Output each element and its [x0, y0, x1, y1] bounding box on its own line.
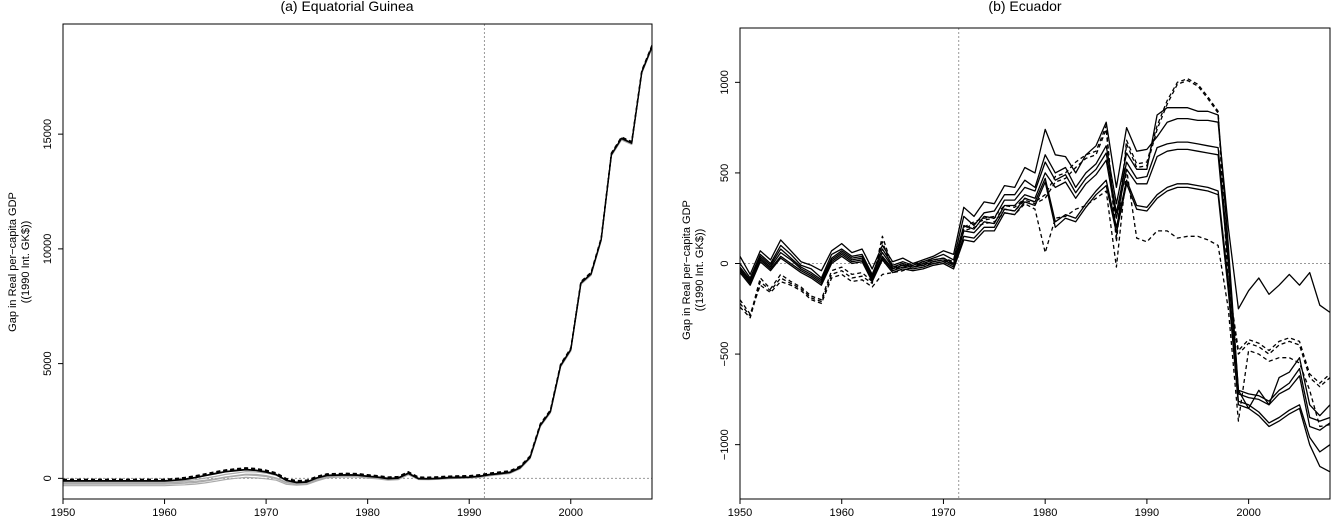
series-line — [63, 47, 653, 487]
y-axis-label-unit: ((1990 Int. GK$)) — [694, 229, 706, 312]
y-tick-label: 0 — [719, 260, 731, 266]
y-tick-label: 5000 — [42, 351, 54, 375]
x-tick-label: 2000 — [1236, 507, 1260, 519]
y-tick-label: −1000 — [719, 429, 731, 460]
x-tick-label: 1950 — [728, 507, 752, 519]
series-line — [63, 45, 653, 483]
y-tick-label: 15000 — [42, 119, 54, 150]
x-tick-label: 1990 — [1135, 507, 1159, 519]
x-tick-label: 1970 — [254, 507, 278, 519]
y-tick-label: 1000 — [719, 70, 731, 94]
y-axis: 0 5000 10000 15000 — [42, 119, 63, 481]
y-axis: −1000 −500 0 500 1000 — [719, 70, 740, 460]
x-tick-label: 1960 — [152, 507, 176, 519]
x-tick-label: 1960 — [829, 507, 853, 519]
y-axis-label-unit: ((1990 Int. GK$)) — [20, 221, 32, 304]
y-tick-label: 500 — [719, 164, 731, 182]
chart-title: (b) Ecuador — [988, 0, 1061, 14]
x-tick-label: 2000 — [559, 507, 583, 519]
series-line — [63, 46, 653, 484]
series-line — [739, 78, 1331, 384]
plot-frame — [62, 23, 653, 500]
series-line — [739, 181, 1331, 473]
series-line — [63, 46, 653, 483]
chart-title: (a) Equatorial Guinea — [280, 0, 413, 14]
x-axis: 1950 1960 1970 1980 1990 2000 — [51, 499, 583, 519]
plot-frame — [739, 27, 1331, 500]
y-tick-label: 0 — [42, 475, 54, 481]
panel-equatorial-guinea: (a) Equatorial Guinea Gap in Real per−ca… — [7, 0, 653, 519]
series-line — [739, 117, 1331, 313]
series-line — [739, 107, 1331, 417]
series-line — [63, 45, 653, 482]
series-line — [739, 177, 1331, 453]
y-axis-label: Gap in Real per−capita GDP — [681, 200, 693, 340]
series-line — [739, 79, 1331, 388]
series-group — [63, 44, 653, 487]
x-tick-label: 1980 — [355, 507, 379, 519]
x-tick-label: 1990 — [457, 507, 481, 519]
x-axis: 1950 1960 1970 1980 1990 2000 — [728, 499, 1261, 519]
y-tick-label: −500 — [719, 342, 731, 367]
y-tick-label: 10000 — [42, 234, 54, 265]
series-line — [63, 44, 653, 482]
series-line — [63, 47, 653, 485]
y-axis-label: Gap in Real per−capita GDP — [7, 192, 19, 332]
series-line — [63, 46, 653, 484]
series-group — [739, 78, 1331, 473]
x-tick-label: 1970 — [931, 507, 955, 519]
panel-ecuador: (b) Ecuador Gap in Real per−capita GDP (… — [681, 0, 1331, 519]
reference-lines — [63, 24, 652, 499]
reference-lines — [740, 28, 1330, 499]
x-tick-label: 1980 — [1033, 507, 1057, 519]
x-tick-label: 1950 — [51, 507, 75, 519]
series-line — [63, 46, 653, 485]
series-line — [739, 168, 1331, 428]
